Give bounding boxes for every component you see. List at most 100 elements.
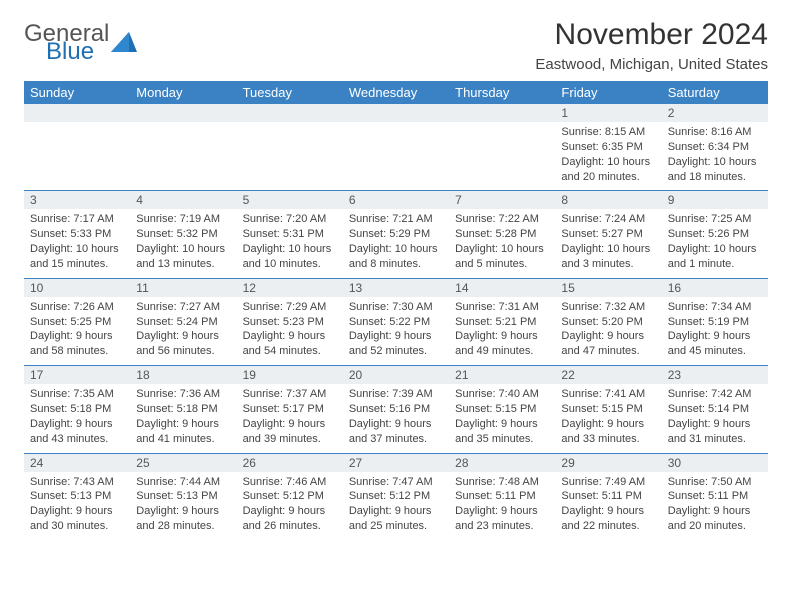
day-number: 28	[449, 454, 555, 472]
daylight-text: Daylight: 9 hours and 43 minutes.	[30, 417, 124, 447]
sunset-text: Sunset: 5:32 PM	[136, 227, 230, 242]
sunrise-text: Sunrise: 7:21 AM	[349, 212, 443, 227]
calendar-day-cell: 18Sunrise: 7:36 AMSunset: 5:18 PMDayligh…	[130, 366, 236, 452]
sunset-text: Sunset: 5:14 PM	[668, 402, 762, 417]
daylight-text: Daylight: 9 hours and 35 minutes.	[455, 417, 549, 447]
day-number: 8	[555, 191, 661, 209]
calendar-day-cell: 5Sunrise: 7:20 AMSunset: 5:31 PMDaylight…	[237, 191, 343, 277]
day-number: 16	[662, 279, 768, 297]
day-content: Sunrise: 7:29 AMSunset: 5:23 PMDaylight:…	[237, 297, 343, 365]
calendar-week-row: 1Sunrise: 8:15 AMSunset: 6:35 PMDaylight…	[24, 104, 768, 190]
day-content: Sunrise: 7:22 AMSunset: 5:28 PMDaylight:…	[449, 209, 555, 277]
daylight-text: Daylight: 9 hours and 25 minutes.	[349, 504, 443, 534]
day-number: 13	[343, 279, 449, 297]
day-number: 10	[24, 279, 130, 297]
sunrise-text: Sunrise: 7:22 AM	[455, 212, 549, 227]
sunset-text: Sunset: 5:12 PM	[243, 489, 337, 504]
sunset-text: Sunset: 5:31 PM	[243, 227, 337, 242]
calendar-day-cell	[449, 104, 555, 190]
sunrise-text: Sunrise: 7:41 AM	[561, 387, 655, 402]
calendar-day-cell: 26Sunrise: 7:46 AMSunset: 5:12 PMDayligh…	[237, 454, 343, 540]
calendar-day-cell: 7Sunrise: 7:22 AMSunset: 5:28 PMDaylight…	[449, 191, 555, 277]
calendar-day-cell: 6Sunrise: 7:21 AMSunset: 5:29 PMDaylight…	[343, 191, 449, 277]
sunrise-text: Sunrise: 7:19 AM	[136, 212, 230, 227]
day-content: Sunrise: 7:19 AMSunset: 5:32 PMDaylight:…	[130, 209, 236, 277]
day-content: Sunrise: 7:26 AMSunset: 5:25 PMDaylight:…	[24, 297, 130, 365]
calendar-header-cell: Saturday	[662, 81, 768, 104]
sunrise-text: Sunrise: 7:27 AM	[136, 300, 230, 315]
day-number: 30	[662, 454, 768, 472]
sunset-text: Sunset: 5:28 PM	[455, 227, 549, 242]
day-content: Sunrise: 7:21 AMSunset: 5:29 PMDaylight:…	[343, 209, 449, 277]
daylight-text: Daylight: 10 hours and 1 minute.	[668, 242, 762, 272]
sunset-text: Sunset: 5:12 PM	[349, 489, 443, 504]
day-content: Sunrise: 7:44 AMSunset: 5:13 PMDaylight:…	[130, 472, 236, 540]
day-number: 9	[662, 191, 768, 209]
calendar-day-cell: 24Sunrise: 7:43 AMSunset: 5:13 PMDayligh…	[24, 454, 130, 540]
day-number: 21	[449, 366, 555, 384]
calendar-day-cell: 21Sunrise: 7:40 AMSunset: 5:15 PMDayligh…	[449, 366, 555, 452]
calendar-body: 1Sunrise: 8:15 AMSunset: 6:35 PMDaylight…	[24, 104, 768, 540]
day-number: 27	[343, 454, 449, 472]
day-number: 17	[24, 366, 130, 384]
day-number: 18	[130, 366, 236, 384]
calendar-day-cell: 17Sunrise: 7:35 AMSunset: 5:18 PMDayligh…	[24, 366, 130, 452]
brand-logo: General Blue	[24, 22, 137, 64]
calendar-day-cell: 27Sunrise: 7:47 AMSunset: 5:12 PMDayligh…	[343, 454, 449, 540]
calendar: SundayMondayTuesdayWednesdayThursdayFrid…	[24, 81, 768, 540]
day-number: 2	[662, 104, 768, 122]
sunrise-text: Sunrise: 8:16 AM	[668, 125, 762, 140]
calendar-day-cell: 1Sunrise: 8:15 AMSunset: 6:35 PMDaylight…	[555, 104, 661, 190]
sunset-text: Sunset: 5:24 PM	[136, 315, 230, 330]
calendar-header-cell: Sunday	[24, 81, 130, 104]
day-number: 15	[555, 279, 661, 297]
sunset-text: Sunset: 5:11 PM	[455, 489, 549, 504]
calendar-day-cell: 16Sunrise: 7:34 AMSunset: 5:19 PMDayligh…	[662, 279, 768, 365]
day-content: Sunrise: 7:31 AMSunset: 5:21 PMDaylight:…	[449, 297, 555, 365]
daylight-text: Daylight: 10 hours and 15 minutes.	[30, 242, 124, 272]
day-content: Sunrise: 7:36 AMSunset: 5:18 PMDaylight:…	[130, 384, 236, 452]
sunrise-text: Sunrise: 7:36 AM	[136, 387, 230, 402]
daylight-text: Daylight: 9 hours and 47 minutes.	[561, 329, 655, 359]
day-number: 25	[130, 454, 236, 472]
sunset-text: Sunset: 5:15 PM	[455, 402, 549, 417]
day-content: Sunrise: 7:35 AMSunset: 5:18 PMDaylight:…	[24, 384, 130, 452]
calendar-day-cell: 14Sunrise: 7:31 AMSunset: 5:21 PMDayligh…	[449, 279, 555, 365]
calendar-header-cell: Wednesday	[343, 81, 449, 104]
daylight-text: Daylight: 9 hours and 26 minutes.	[243, 504, 337, 534]
daylight-text: Daylight: 9 hours and 30 minutes.	[30, 504, 124, 534]
sunrise-text: Sunrise: 7:26 AM	[30, 300, 124, 315]
daylight-text: Daylight: 9 hours and 28 minutes.	[136, 504, 230, 534]
daylight-text: Daylight: 9 hours and 23 minutes.	[455, 504, 549, 534]
daylight-text: Daylight: 9 hours and 45 minutes.	[668, 329, 762, 359]
calendar-day-cell: 20Sunrise: 7:39 AMSunset: 5:16 PMDayligh…	[343, 366, 449, 452]
daylight-text: Daylight: 10 hours and 5 minutes.	[455, 242, 549, 272]
sunrise-text: Sunrise: 7:37 AM	[243, 387, 337, 402]
calendar-header-cell: Tuesday	[237, 81, 343, 104]
sunset-text: Sunset: 5:23 PM	[243, 315, 337, 330]
day-number: 24	[24, 454, 130, 472]
day-content: Sunrise: 7:25 AMSunset: 5:26 PMDaylight:…	[662, 209, 768, 277]
daylight-text: Daylight: 9 hours and 39 minutes.	[243, 417, 337, 447]
daylight-text: Daylight: 10 hours and 10 minutes.	[243, 242, 337, 272]
daylight-text: Daylight: 10 hours and 8 minutes.	[349, 242, 443, 272]
day-number: 23	[662, 366, 768, 384]
day-content: Sunrise: 7:40 AMSunset: 5:15 PMDaylight:…	[449, 384, 555, 452]
calendar-week-row: 17Sunrise: 7:35 AMSunset: 5:18 PMDayligh…	[24, 365, 768, 452]
day-content: Sunrise: 7:17 AMSunset: 5:33 PMDaylight:…	[24, 209, 130, 277]
day-number-bar	[449, 104, 555, 122]
calendar-week-row: 10Sunrise: 7:26 AMSunset: 5:25 PMDayligh…	[24, 278, 768, 365]
sunrise-text: Sunrise: 7:43 AM	[30, 475, 124, 490]
sunset-text: Sunset: 5:11 PM	[561, 489, 655, 504]
day-number-bar	[237, 104, 343, 122]
day-content: Sunrise: 7:30 AMSunset: 5:22 PMDaylight:…	[343, 297, 449, 365]
calendar-day-cell	[130, 104, 236, 190]
sunset-text: Sunset: 5:16 PM	[349, 402, 443, 417]
day-number-bar	[130, 104, 236, 122]
sunrise-text: Sunrise: 7:17 AM	[30, 212, 124, 227]
sunrise-text: Sunrise: 7:49 AM	[561, 475, 655, 490]
day-number: 20	[343, 366, 449, 384]
day-content: Sunrise: 7:37 AMSunset: 5:17 PMDaylight:…	[237, 384, 343, 452]
day-number: 11	[130, 279, 236, 297]
daylight-text: Daylight: 9 hours and 52 minutes.	[349, 329, 443, 359]
